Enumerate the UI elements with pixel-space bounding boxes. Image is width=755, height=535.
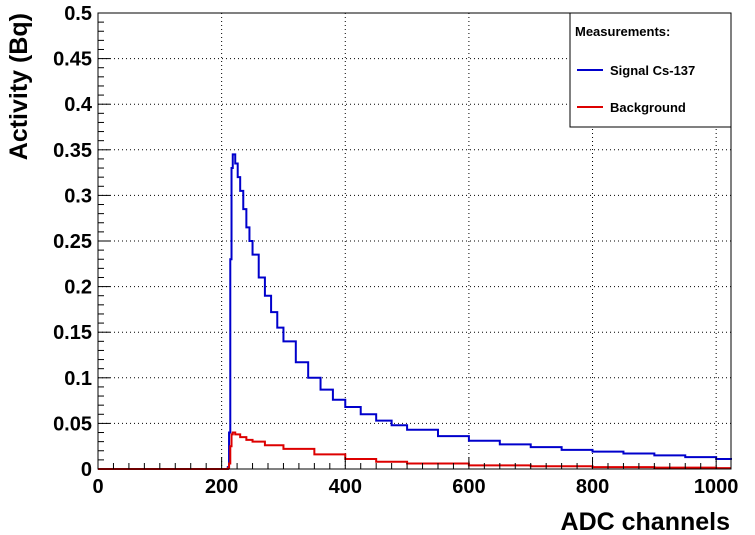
grid [98,13,731,469]
x-tick-label: 0 [92,476,103,498]
y-tick-label: 0.15 [53,322,92,344]
y-tick-label: 0.25 [53,231,92,253]
y-tick-label: 0.5 [64,3,92,25]
y-tick-label: 0.35 [53,140,92,162]
tick-labels: 0 200 400 600 800 1000 0 0.05 0.1 0.15 0.2 0.25 0.3 0… [53,3,738,498]
y-tick-label: 0.3 [64,185,92,207]
y-tick-label: 0.1 [64,368,92,390]
y-tick-label: 0.45 [53,49,92,71]
x-axis-title: ADC channels [561,508,730,535]
x-tick-label: 600 [452,476,485,498]
y-axis-title: Activity (Bq) [5,13,33,160]
series-line-1 [98,431,731,470]
y-tick-label: 0.4 [64,94,93,116]
x-tick-label: 400 [329,476,362,498]
x-tick-label: 200 [205,476,238,498]
legend-items: Signal Cs-137 Background [577,63,695,115]
x-tick-label: 800 [576,476,609,498]
legend: Measurements: Signal Cs-137 Background [569,12,732,128]
ticks [97,12,717,470]
legend-title: Measurements: [575,24,670,39]
y-tick-label: 0 [81,459,92,481]
series-layer [98,153,732,470]
legend-label-1: Background [610,100,686,115]
series-line-0 [98,153,732,470]
legend-label-0: Signal Cs-137 [610,63,695,78]
y-tick-label: 0.05 [53,413,92,435]
x-tick-label: 1000 [694,476,739,498]
y-tick-label: 0.2 [64,277,92,299]
